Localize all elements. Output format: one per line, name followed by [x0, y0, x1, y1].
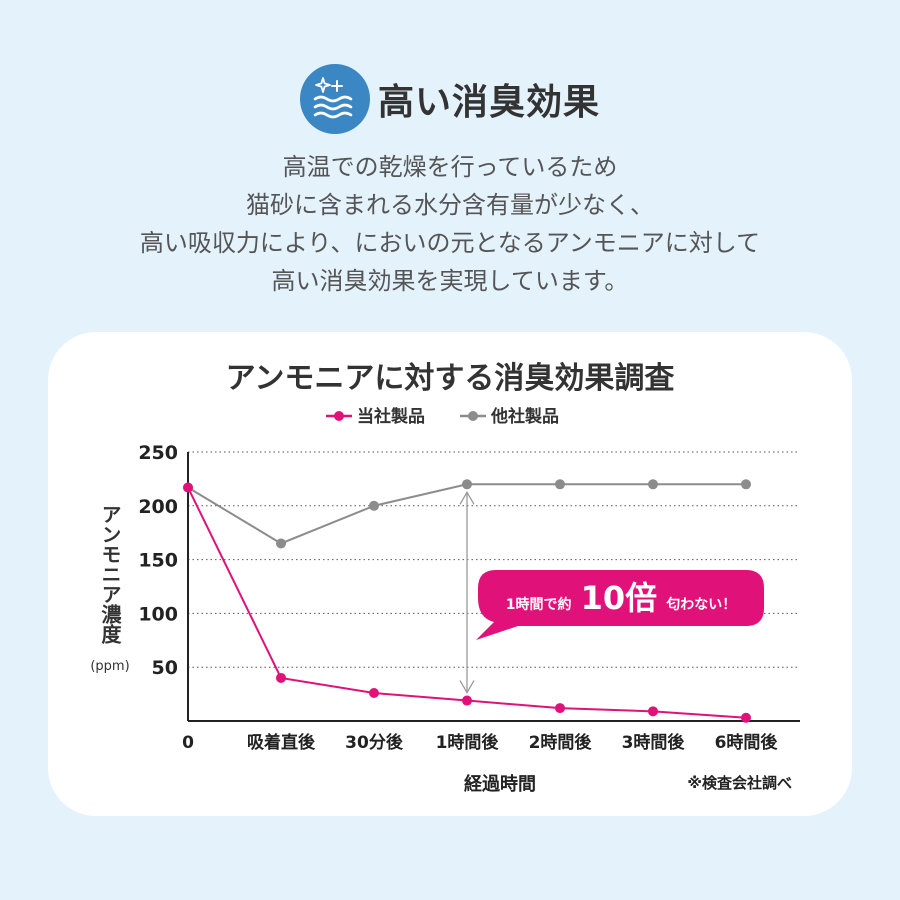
data-point-other: [369, 500, 379, 511]
deodorize-badge: [299, 64, 370, 134]
x-tick-label: 30分後: [345, 732, 404, 753]
callout-suffix: 匂わない！: [665, 596, 736, 613]
description: 高温での乾燥を行っているため 猫砂に含まれる水分含有量が少なく、 高い吸収力によ…: [0, 148, 900, 300]
chart-card: アンモニアに対する消臭効果調査 当社製品 他社製品 アンモニア濃度 (ppm) …: [48, 332, 852, 816]
legend: 当社製品 他社製品: [326, 406, 559, 427]
data-point-other: [462, 479, 472, 490]
y-tick-label: 250: [138, 442, 178, 464]
legend-marker-other: [468, 411, 478, 421]
y-axis-label: アンモニア濃度: [98, 504, 122, 645]
source-note: ※検査会社調べ: [687, 774, 792, 792]
y-tick-label: 50: [152, 657, 178, 679]
sparkle-wave-icon: [313, 77, 353, 119]
x-tick-label: 0: [182, 733, 194, 753]
callout-text: 1時間で約 10倍 匂わない！: [506, 579, 736, 617]
data-point-ours: [369, 688, 379, 699]
legend-marker-ours: [334, 411, 344, 421]
y-tick-label: 200: [138, 496, 178, 518]
x-axis-label: 経過時間: [464, 773, 536, 795]
description-line: 高い吸収力により、においの元となるアンモニアに対して: [139, 229, 761, 257]
y-tick-label: 100: [138, 603, 178, 625]
x-tick-label: 3時間後: [622, 732, 686, 753]
y-ticks: 250 200 150 100 50: [138, 442, 178, 679]
arrow-head-top: [459, 490, 475, 505]
data-point-ours: [462, 695, 472, 706]
arrow-head-bottom: [459, 680, 475, 694]
callout-prefix: 1時間で約: [506, 596, 572, 613]
y-tick-label: 150: [138, 550, 178, 572]
chart-title: アンモニアに対する消臭効果調査: [226, 361, 675, 396]
description-line: 高温での乾燥を行っているため: [282, 153, 618, 181]
section-header: 高い消臭効果: [0, 64, 900, 134]
difference-arrow: [459, 490, 475, 694]
x-tick-label: 6時間後: [715, 732, 779, 753]
x-tick-label: 1時間後: [436, 732, 500, 753]
data-point-other: [648, 479, 658, 490]
data-point-ours: [648, 706, 658, 717]
legend-label-other: 他社製品: [490, 406, 559, 427]
callout-shape: [476, 570, 764, 640]
data-point-ours: [741, 712, 751, 723]
data-point-other: [276, 538, 286, 549]
x-tick-label: 2時間後: [529, 732, 593, 753]
data-point-ours: [276, 672, 286, 683]
legend-label-ours: 当社製品: [357, 406, 425, 427]
deodorizing-chart: アンモニアに対する消臭効果調査 当社製品 他社製品 アンモニア濃度 (ppm) …: [90, 361, 800, 795]
series-layer: [183, 479, 751, 723]
data-point-ours: [183, 482, 193, 493]
page-title: 高い消臭効果: [377, 82, 600, 123]
x-tick-label: 吸着直後: [247, 732, 316, 753]
data-point-ours: [555, 703, 565, 714]
data-point-other: [741, 479, 751, 490]
callout-bubble: 1時間で約 10倍 匂わない！: [476, 570, 764, 640]
description-line: 猫砂に含まれる水分含有量が少なく、: [246, 191, 654, 219]
callout-highlight: 10倍: [581, 579, 658, 617]
x-ticks: 0 吸着直後 30分後 1時間後 2時間後 3時間後 6時間後: [182, 732, 778, 753]
y-axis-unit: (ppm): [90, 659, 129, 674]
description-line: 高い消臭効果を実現しています。: [271, 267, 629, 295]
data-point-other: [555, 479, 565, 490]
